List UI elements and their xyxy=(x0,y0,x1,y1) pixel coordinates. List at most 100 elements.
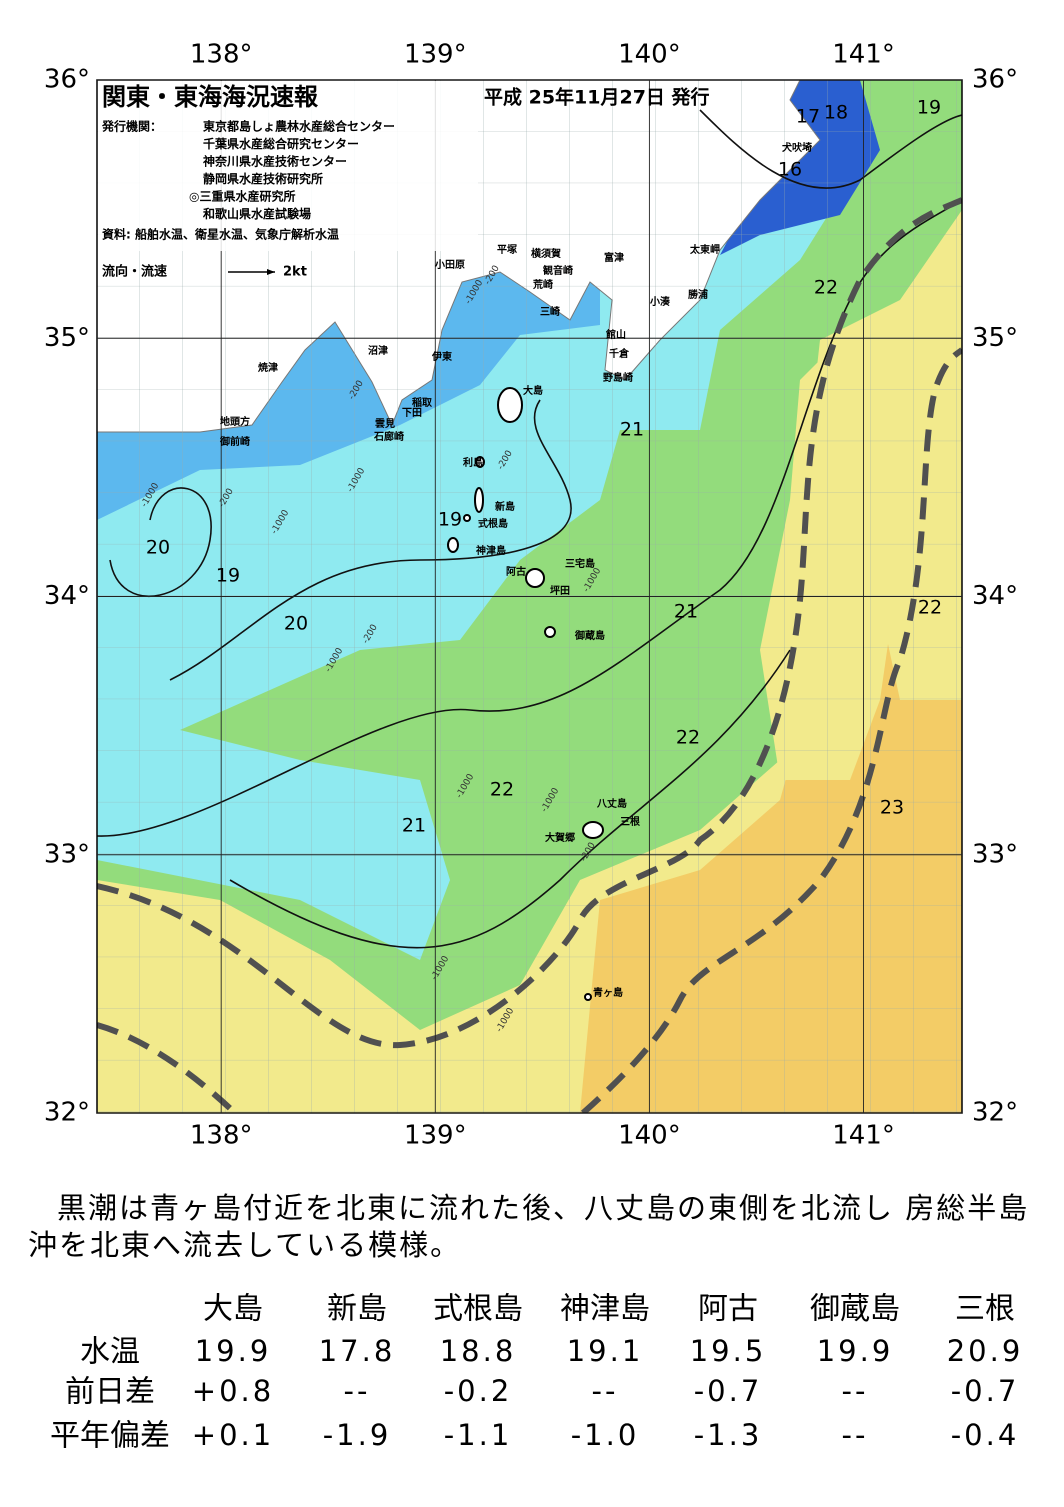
isotherm xyxy=(169,399,572,681)
y-tick-label: 32° xyxy=(44,1098,90,1128)
place-name: 勝浦 xyxy=(688,288,708,301)
cell-value: +0.1 xyxy=(192,1418,274,1452)
isotherm-label: 16 xyxy=(778,159,802,181)
place-name: 太東岬 xyxy=(689,243,720,256)
cell-value: -0.7 xyxy=(951,1374,1020,1408)
place-name: 坪田 xyxy=(550,584,570,597)
map-title: 関東・東海海況速報 xyxy=(102,83,319,111)
place-name: 伊東 xyxy=(431,350,452,363)
island xyxy=(474,487,484,513)
place-name: 館山 xyxy=(605,328,626,341)
column-header: 三根 xyxy=(955,1292,1015,1327)
place-name: 大賀郷 xyxy=(545,831,575,844)
row-label: 水温 xyxy=(80,1335,140,1370)
island xyxy=(475,456,485,468)
isotherm-label: 20 xyxy=(284,613,308,635)
place-name: 小湊 xyxy=(649,295,671,308)
description: 黒潮は青ヶ島付近を北東に流れた後、八丈島の東側を北流し 房総半島沖を北東へ流去し… xyxy=(28,1191,1030,1262)
cell-value: -1.1 xyxy=(444,1418,513,1452)
current-scale: 2kt xyxy=(283,265,307,280)
isotherm-label: 21 xyxy=(402,815,426,837)
place-name: 三宅島 xyxy=(565,557,595,570)
place-name: 青ヶ島 xyxy=(593,986,623,999)
publisher: 千葉県水産総合研究センター xyxy=(203,136,359,151)
islands xyxy=(447,387,604,1001)
place-name: 横須賀 xyxy=(531,247,561,260)
cell-value: -- xyxy=(842,1418,869,1452)
place-name: 千倉 xyxy=(609,347,630,360)
cell-value: -0.4 xyxy=(951,1418,1020,1452)
publisher-label: 発行機関： xyxy=(101,119,162,134)
y-tick-label: 36° xyxy=(972,65,1018,95)
row-label: 平年偏差 xyxy=(50,1419,170,1454)
island xyxy=(447,537,459,553)
place-name: 富津 xyxy=(604,251,624,264)
place-name: 利島 xyxy=(463,456,483,469)
cell-value: -- xyxy=(842,1374,869,1408)
data-source: 資料: 船舶水温、衛星水温、気象庁解析水温 xyxy=(102,227,339,242)
kuroshio-path xyxy=(581,347,962,1113)
place-name: 新島 xyxy=(495,500,515,513)
x-tick-label: 138° xyxy=(190,1121,253,1151)
x-tick-label: 141° xyxy=(832,40,895,70)
kuroshio-path xyxy=(97,197,962,1049)
y-tick-label: 34° xyxy=(972,581,1018,611)
isotherm-label: 19 xyxy=(438,509,462,531)
x-tick-label: 139° xyxy=(404,40,467,70)
cell-value: 19.9 xyxy=(195,1334,272,1368)
place-name: 大島 xyxy=(523,384,543,397)
place-name: 石廊崎 xyxy=(373,430,404,443)
place-name: 式根島 xyxy=(478,517,508,530)
isotherm-label: 22 xyxy=(814,277,838,299)
y-tick-label: 33° xyxy=(44,839,90,869)
cell-value: -0.7 xyxy=(694,1374,763,1408)
y-tick-label: 35° xyxy=(44,323,90,353)
island xyxy=(544,626,556,638)
place-name: 神津島 xyxy=(476,544,506,557)
isotherm-label: 21 xyxy=(620,419,644,441)
cell-value: 20.9 xyxy=(947,1334,1024,1368)
cell-value: -1.0 xyxy=(571,1418,640,1452)
isotherm-label: 17 xyxy=(796,106,820,128)
publisher: 神奈川県水産技術センター xyxy=(203,154,347,169)
row-label: 前日差 xyxy=(65,1375,155,1410)
column-header: 新島 xyxy=(327,1292,387,1327)
y-tick-label: 36° xyxy=(44,65,90,95)
island xyxy=(525,568,545,588)
place-name: 沼津 xyxy=(368,344,388,357)
cell-value: -- xyxy=(344,1374,371,1408)
publisher: 静岡県水産技術研究所 xyxy=(203,171,323,186)
kuroshio-axis xyxy=(97,197,962,1113)
isotherm-label: 22 xyxy=(490,779,514,801)
cell-value: 18.8 xyxy=(440,1334,517,1368)
y-tick-label: 32° xyxy=(972,1098,1018,1128)
place-name: 八丈島 xyxy=(596,797,627,810)
arrow-head xyxy=(267,269,275,275)
place-name: 平塚 xyxy=(497,243,517,256)
cell-value: +0.8 xyxy=(192,1374,274,1408)
header-backdrop xyxy=(98,81,478,251)
column-header: 神津島 xyxy=(560,1292,650,1327)
description-box: 黒潮は青ヶ島付近を北東に流れた後、八丈島の東側を北流し 房総半島沖を北東へ流去し… xyxy=(28,1191,1030,1262)
y-tick-label: 35° xyxy=(972,323,1018,353)
x-tick-label: 141° xyxy=(832,1121,895,1151)
place-name: 稲取 xyxy=(412,396,433,409)
column-header: 御蔵島 xyxy=(810,1292,900,1327)
current-label: 流向・流速 xyxy=(102,264,167,280)
place-name: 荒崎 xyxy=(532,278,553,291)
x-tick-label: 138° xyxy=(190,40,253,70)
place-name: 御蔵島 xyxy=(574,629,605,642)
place-name: 野島崎 xyxy=(603,371,633,384)
cell-value: -1.9 xyxy=(323,1418,392,1452)
place-name: 犬吠埼 xyxy=(782,141,812,154)
isotherm-label: 20 xyxy=(146,537,170,559)
cell-value: -0.2 xyxy=(444,1374,513,1408)
x-tick-label: 140° xyxy=(618,40,681,70)
isotherm xyxy=(229,649,791,949)
column-header: 阿古 xyxy=(698,1292,758,1327)
place-name: 小田原 xyxy=(434,258,465,271)
cell-value: -- xyxy=(592,1374,619,1408)
place-name: 下田 xyxy=(402,407,422,419)
isotherm-label: 19 xyxy=(917,97,941,119)
